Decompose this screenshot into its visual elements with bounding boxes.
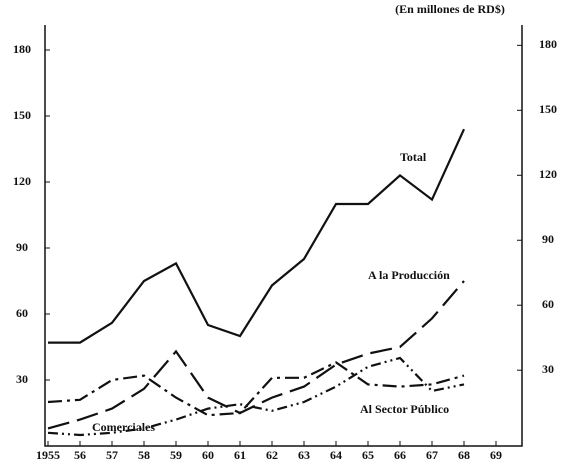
x-tick-label: 67 xyxy=(426,448,438,462)
y2-tick-label: 60 xyxy=(542,297,554,311)
x-tick-label: 65 xyxy=(362,448,374,462)
x-tick-label: 59 xyxy=(170,448,182,462)
series-label: Comerciales xyxy=(92,420,155,434)
x-tick-label: 56 xyxy=(74,448,86,462)
y-tick-label: 180 xyxy=(13,42,31,56)
y-tick-label: 120 xyxy=(13,174,31,188)
series-line xyxy=(48,128,466,344)
x-tick-label: 63 xyxy=(298,448,310,462)
y-tick-label: 90 xyxy=(16,240,28,254)
axis-frame xyxy=(44,25,523,447)
series-line xyxy=(47,356,465,437)
chart-subtitle: (En millones de RD$) xyxy=(395,2,505,16)
y2-tick-label: 180 xyxy=(539,37,557,51)
x-tick-label: 57 xyxy=(106,448,118,462)
series-line xyxy=(47,361,465,417)
x-tick-label: 69 xyxy=(490,448,502,462)
series-line xyxy=(47,280,465,430)
x-tick-label: 62 xyxy=(266,448,278,462)
series-label: Total xyxy=(400,150,427,164)
series-label: Al Sector Público xyxy=(360,402,449,416)
y-tick-label: 30 xyxy=(16,372,28,386)
y2-tick-label: 150 xyxy=(539,102,557,116)
x-tick-label: 60 xyxy=(202,448,214,462)
y2-tick-label: 30 xyxy=(542,362,554,376)
series-label: A la Producción xyxy=(368,268,450,282)
x-tick-label: 1955 xyxy=(36,448,60,462)
y-tick-label: 60 xyxy=(16,306,28,320)
y-tick-label: 150 xyxy=(13,108,31,122)
y2-tick-label: 90 xyxy=(542,232,554,246)
x-tick-label: 68 xyxy=(458,448,470,462)
x-tick-label: 58 xyxy=(138,448,150,462)
x-tick-label: 64 xyxy=(330,448,342,462)
y2-tick-label: 120 xyxy=(539,167,557,181)
x-tick-label: 61 xyxy=(234,448,246,462)
x-tick-label: 66 xyxy=(394,448,406,462)
